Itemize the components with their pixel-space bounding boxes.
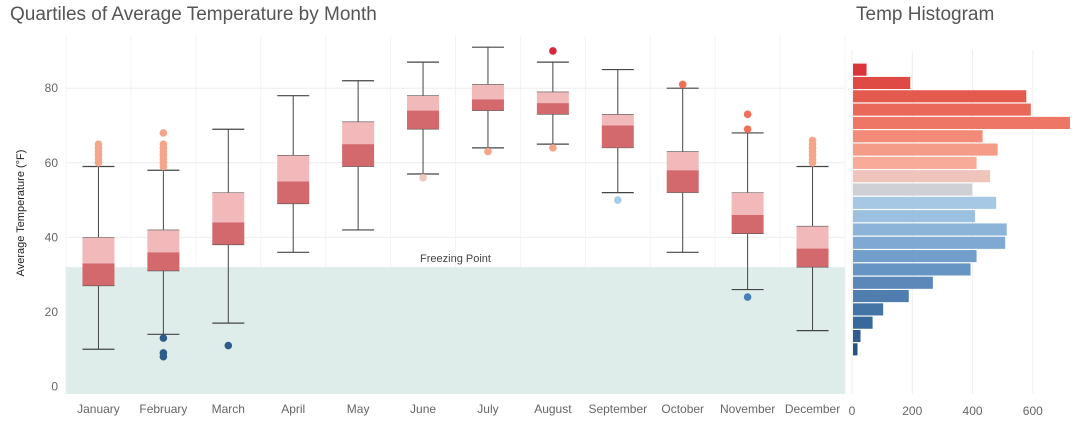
outlier-point xyxy=(678,80,687,89)
outlier-point xyxy=(159,129,168,137)
histogram-bar xyxy=(853,116,1070,129)
outlier-point xyxy=(549,47,557,55)
outlier-point xyxy=(484,147,492,156)
x-tick-label: June xyxy=(410,402,436,416)
box-upper-quartile xyxy=(147,229,180,253)
histogram-bar xyxy=(853,343,858,356)
box-upper-quartile xyxy=(536,91,569,104)
box-lower-quartile xyxy=(212,222,245,245)
x-tick-label: July xyxy=(477,402,498,416)
x-tick-label: December xyxy=(785,402,840,416)
histogram-title: Temp Histogram xyxy=(856,4,995,25)
histogram-tick-label: 0 xyxy=(849,404,856,418)
box-lower-quartile xyxy=(601,125,634,148)
histogram-bar xyxy=(853,210,976,223)
x-tick-label: August xyxy=(534,402,572,416)
outlier-point xyxy=(419,173,427,182)
y-tick-label: 80 xyxy=(45,81,59,95)
histogram-bar xyxy=(853,103,1031,116)
histogram-tick-label: 600 xyxy=(1023,404,1043,418)
histogram-bar xyxy=(853,290,909,303)
x-tick-label: February xyxy=(139,402,187,416)
box-plots xyxy=(82,46,829,361)
box-upper-quartile xyxy=(731,192,764,215)
box-lower-quartile xyxy=(342,144,375,167)
x-axis-ticks: January February March April May June July Augu… xyxy=(77,402,840,416)
histogram-bar xyxy=(853,329,861,343)
outlier-point xyxy=(613,196,622,204)
chart-title: Quartiles of Average Temperature by Mont… xyxy=(10,4,377,25)
y-tick-label: 40 xyxy=(45,230,59,244)
y-axis-ticks: 0 20 40 60 80 xyxy=(45,81,59,393)
histogram-bar xyxy=(853,90,1027,103)
y-axis-title: Average Temperature (°F) xyxy=(15,150,27,277)
histogram-bar xyxy=(853,196,997,209)
outlier-point xyxy=(743,110,752,119)
histogram-bar xyxy=(853,236,1006,249)
y-tick-label: 0 xyxy=(51,380,58,394)
histogram-bar xyxy=(853,263,971,276)
outlier-point xyxy=(159,352,168,361)
histogram-bar xyxy=(853,183,973,196)
x-tick-label: April xyxy=(281,402,305,416)
histogram-bar xyxy=(853,63,867,76)
box-upper-quartile xyxy=(342,121,375,145)
histogram-bar xyxy=(853,223,1007,236)
freezing-band xyxy=(66,267,845,394)
x-tick-label: October xyxy=(661,402,704,416)
histogram-bar xyxy=(853,76,911,90)
box-lower-quartile xyxy=(407,110,440,130)
outlier-point xyxy=(224,341,233,350)
outlier-point xyxy=(94,140,103,148)
box-upper-quartile xyxy=(407,95,440,111)
x-tick-label: March xyxy=(212,402,245,416)
histogram-bar xyxy=(853,250,977,263)
box-upper-quartile xyxy=(277,155,310,182)
x-tick-label: January xyxy=(77,402,120,416)
box-lower-quartile xyxy=(277,181,310,204)
outlier-point xyxy=(743,293,752,301)
outlier-point xyxy=(549,144,557,152)
histogram-bar xyxy=(853,276,933,289)
box-upper-quartile xyxy=(212,192,245,223)
x-tick-label: September xyxy=(588,402,647,416)
box-lower-quartile xyxy=(82,263,115,286)
box-lower-quartile xyxy=(147,252,180,271)
box-upper-quartile xyxy=(601,114,634,126)
x-tick-label: May xyxy=(347,402,370,416)
histogram-bar xyxy=(853,156,977,169)
histogram-bar xyxy=(853,130,983,143)
histogram-bar xyxy=(853,303,884,316)
box-lower-quartile xyxy=(731,215,764,234)
histogram-tick-label: 400 xyxy=(963,404,983,418)
outlier-point xyxy=(808,136,817,145)
box-upper-quartile xyxy=(796,226,829,249)
box-lower-quartile xyxy=(536,103,569,115)
histogram-bar xyxy=(853,316,873,329)
box-lower-quartile xyxy=(471,99,504,111)
box-upper-quartile xyxy=(82,237,115,264)
histogram-bars xyxy=(853,63,1070,356)
histogram-tick-label: 200 xyxy=(902,404,922,418)
outlier-point xyxy=(159,140,168,148)
y-tick-label: 20 xyxy=(45,305,59,319)
x-tick-label: November xyxy=(720,402,775,416)
box-lower-quartile xyxy=(796,248,829,268)
histogram-bar xyxy=(853,170,991,183)
outlier-point xyxy=(159,334,168,342)
outlier-point xyxy=(743,125,752,134)
box-upper-quartile xyxy=(471,84,504,100)
freezing-point-label: Freezing Point xyxy=(420,253,491,265)
box-lower-quartile xyxy=(666,170,699,193)
histogram-bar xyxy=(853,143,998,156)
box-upper-quartile xyxy=(666,151,699,171)
histogram-x-ticks: 0 200 400 600 xyxy=(849,404,1043,418)
y-tick-label: 60 xyxy=(45,156,59,170)
